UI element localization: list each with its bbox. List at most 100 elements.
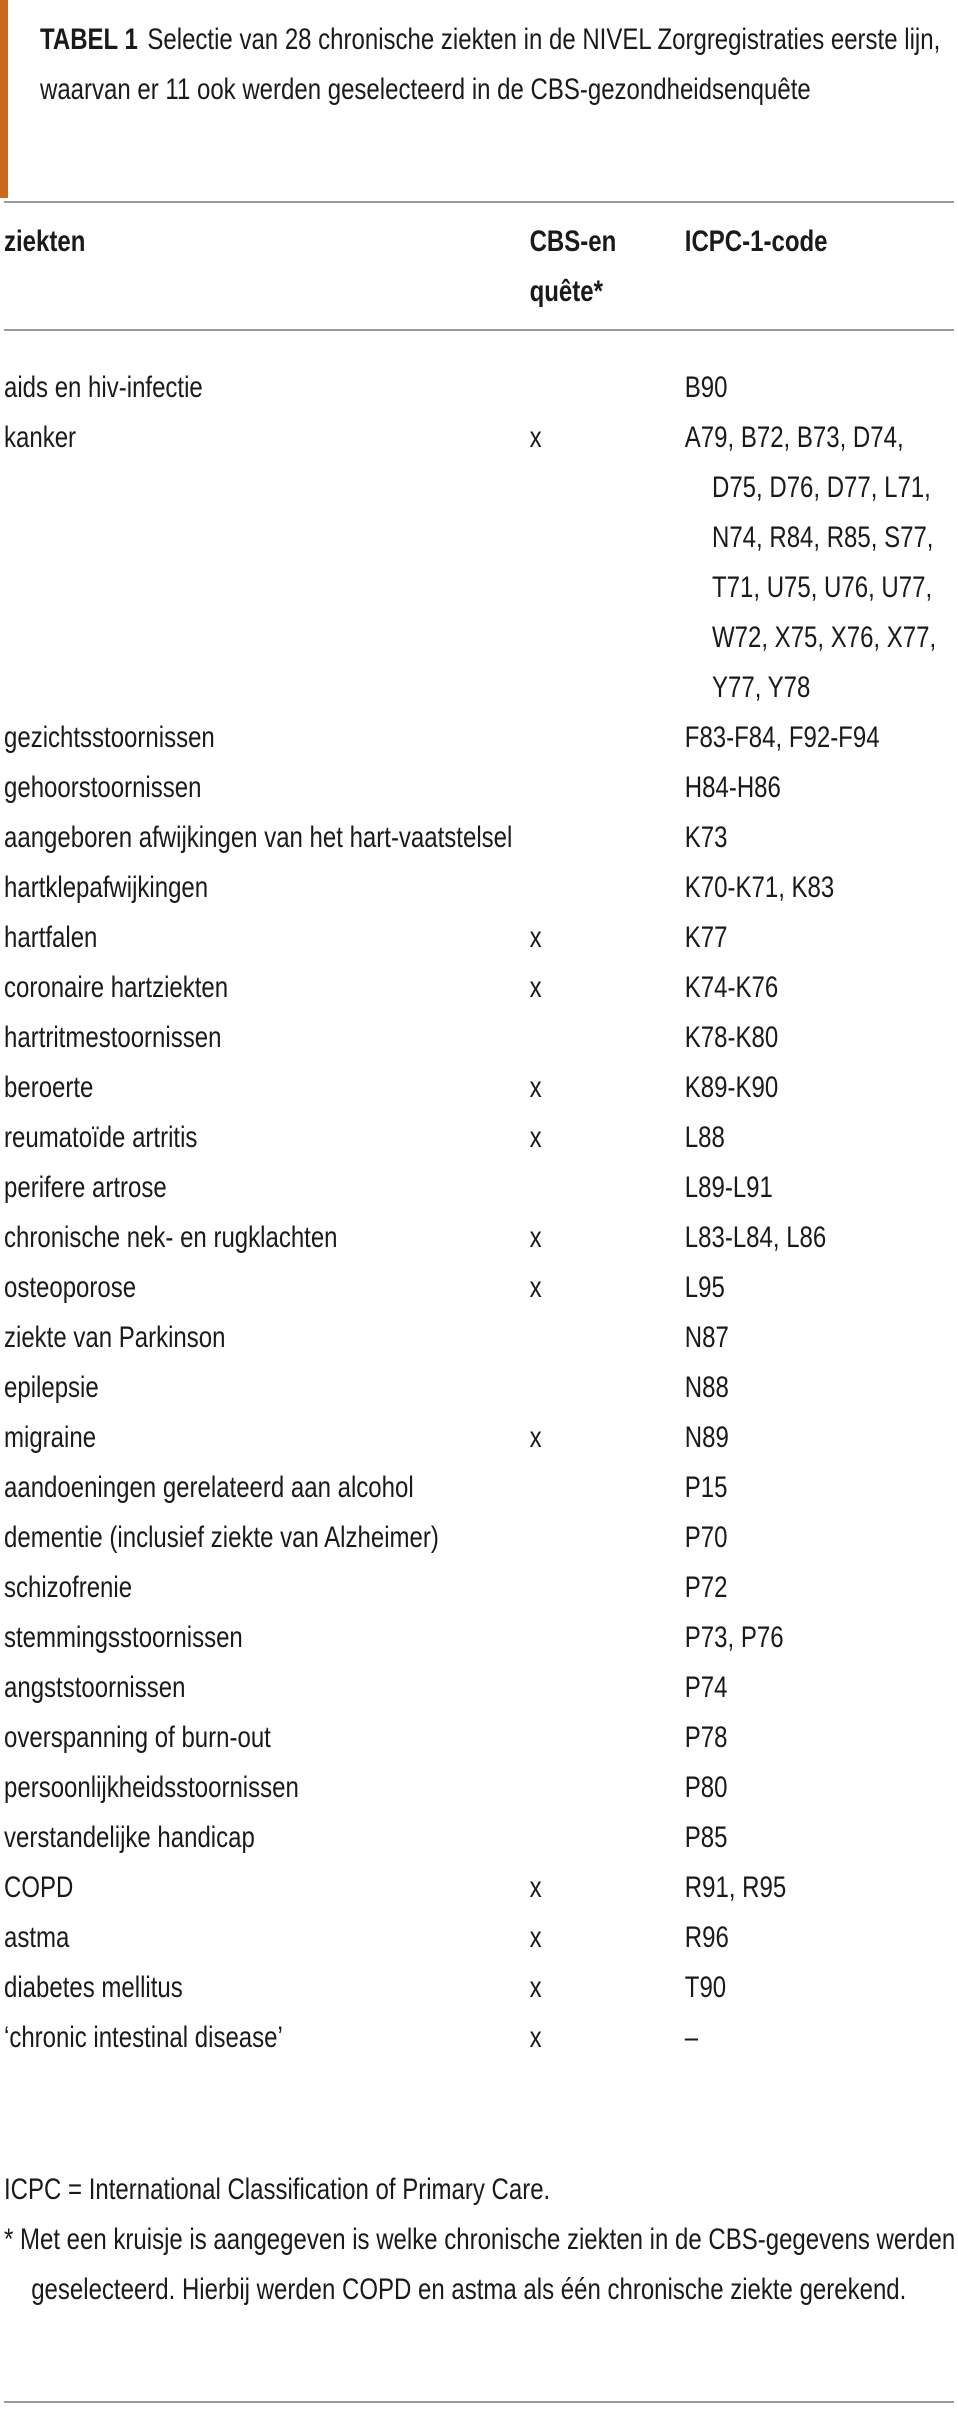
icpc-codes: L89-L91 bbox=[685, 1163, 956, 1213]
icpc-codes: K77 bbox=[685, 913, 956, 963]
cbs-mark: x bbox=[529, 1421, 542, 1454]
disease-name: verstandelijke handicap bbox=[4, 1821, 255, 1854]
disease-name: astma bbox=[4, 1921, 70, 1954]
disease-name: aandoeningen gerelateerd aan alcohol bbox=[4, 1471, 414, 1504]
icpc-code-line: K78-K80 bbox=[684, 1021, 779, 1054]
icpc-code-line: Y77, Y78 bbox=[712, 671, 811, 704]
table-label: TABEL 1 bbox=[40, 23, 138, 56]
disease-name: ‘chronic intestinal disease’ bbox=[4, 2021, 283, 2054]
icpc-code-line: L83-L84, L86 bbox=[684, 1221, 827, 1254]
disease-name: aangeboren afwijkingen van het hart-vaat… bbox=[4, 821, 513, 854]
icpc-codes: K78-K80 bbox=[685, 1013, 956, 1063]
icpc-codes: K74-K76 bbox=[685, 963, 956, 1013]
disease-name: perifere artrose bbox=[4, 1171, 167, 1204]
table-row: kanker x A79, B72, B73, D74, D75, D76, D77,… bbox=[4, 413, 956, 713]
cbs-mark bbox=[530, 1613, 685, 1663]
cbs-mark bbox=[530, 1763, 685, 1813]
icpc-code-line: – bbox=[684, 2021, 699, 2054]
icpc-code-line: R96 bbox=[684, 1921, 729, 1954]
icpc-codes: L88 bbox=[685, 1113, 956, 1163]
icpc-code-line: D75, D76, D77, L71, bbox=[712, 471, 931, 504]
table-row: reumatoïde artritis x L88 bbox=[4, 1113, 956, 1163]
disease-name: gehoorstoornissen bbox=[4, 771, 202, 804]
disease-name: stemmingsstoornissen bbox=[4, 1621, 243, 1654]
caption-text: Selectie van 28 chronische ziekten in de… bbox=[40, 23, 941, 106]
icpc-codes: P78 bbox=[685, 1713, 956, 1763]
icpc-codes: A79, B72, B73, D74, D75, D76, D77, L71, N7… bbox=[685, 413, 956, 713]
disease-name: overspanning of burn-out bbox=[4, 1721, 271, 1754]
table-row: dementie (inclusief ziekte van Alzheimer… bbox=[4, 1513, 956, 1563]
header-rule bbox=[4, 329, 954, 331]
cbs-mark: x bbox=[529, 1871, 542, 1904]
icpc-code-line: N87 bbox=[684, 1321, 729, 1354]
table-row: overspanning of burn-out P78 bbox=[4, 1713, 956, 1763]
table-row: hartritmestoornissen K78-K80 bbox=[4, 1013, 956, 1063]
table-notes: ICPC = International Classification of P… bbox=[4, 2165, 958, 2315]
icpc-codes: N88 bbox=[685, 1363, 956, 1413]
icpc-codes: K70-K71, K83 bbox=[685, 863, 956, 913]
table-row: verstandelijke handicap P85 bbox=[4, 1813, 956, 1863]
cbs-mark bbox=[530, 863, 685, 913]
top-rule bbox=[4, 201, 954, 203]
icpc-code-line: P70 bbox=[684, 1521, 728, 1554]
cbs-mark bbox=[530, 1013, 685, 1063]
cbs-mark: x bbox=[529, 421, 542, 454]
icpc-codes: K89-K90 bbox=[685, 1063, 956, 1113]
icpc-codes: N89 bbox=[685, 1413, 956, 1463]
icpc-code-line: P72 bbox=[684, 1571, 728, 1604]
icpc-code-line: K74-K76 bbox=[684, 971, 779, 1004]
table-row: schizofrenie P72 bbox=[4, 1563, 956, 1613]
icpc-code-line: N88 bbox=[684, 1371, 729, 1404]
disease-name: hartfalen bbox=[4, 921, 98, 954]
disease-name: schizofrenie bbox=[4, 1571, 133, 1604]
icpc-codes: F83-F84, F92-F94 bbox=[685, 713, 956, 763]
header-cbs: CBS-enquête* bbox=[529, 225, 617, 308]
icpc-codes: P73, P76 bbox=[685, 1613, 956, 1663]
table-row: stemmingsstoornissen P73, P76 bbox=[4, 1613, 956, 1663]
table-caption: TABEL 1 Selectie van 28 chronische ziekte… bbox=[40, 15, 952, 115]
table-row: gezichtsstoornissen F83-F84, F92-F94 bbox=[4, 713, 956, 763]
disease-name: epilepsie bbox=[4, 1371, 99, 1404]
table-row: COPD x R91, R95 bbox=[4, 1863, 956, 1913]
icpc-code-line: K89-K90 bbox=[684, 1071, 779, 1104]
icpc-code-line: B90 bbox=[684, 371, 728, 404]
disease-name: migraine bbox=[4, 1421, 97, 1454]
cbs-mark bbox=[530, 1163, 685, 1213]
disease-name: dementie (inclusief ziekte van Alzheimer… bbox=[4, 1521, 439, 1554]
cbs-mark bbox=[530, 1363, 685, 1413]
disease-name: hartklepafwijkingen bbox=[4, 871, 209, 904]
disease-name: kanker bbox=[4, 421, 77, 454]
icpc-codes: R96 bbox=[685, 1913, 956, 1963]
table-row: hartfalen x K77 bbox=[4, 913, 956, 963]
table-row: persoonlijkheidsstoornissen P80 bbox=[4, 1763, 956, 1813]
footnote: * Met een kruisje is aangegeven is welke… bbox=[4, 2223, 956, 2306]
icpc-code-line: R91, R95 bbox=[684, 1871, 787, 1904]
table-row: diabetes mellitus x T90 bbox=[4, 1963, 956, 2013]
cbs-mark bbox=[530, 763, 685, 813]
icpc-code-line: L88 bbox=[684, 1121, 725, 1154]
icpc-code-line: W72, X75, X76, X77, bbox=[712, 621, 937, 654]
icpc-code-line: N89 bbox=[684, 1421, 729, 1454]
icpc-codes: P80 bbox=[685, 1763, 956, 1813]
cbs-mark bbox=[530, 1513, 685, 1563]
icpc-code-line: P15 bbox=[684, 1471, 728, 1504]
cbs-mark bbox=[530, 1713, 685, 1763]
cbs-mark bbox=[530, 713, 685, 763]
disease-name: reumatoïde artritis bbox=[4, 1121, 198, 1154]
cbs-mark bbox=[530, 1563, 685, 1613]
icpc-code-line: P74 bbox=[684, 1671, 728, 1704]
table-row: aandoeningen gerelateerd aan alcohol P15 bbox=[4, 1463, 956, 1513]
header-disease: ziekten bbox=[4, 225, 86, 258]
cbs-mark: x bbox=[529, 1221, 542, 1254]
icpc-code-line: P80 bbox=[684, 1771, 728, 1804]
cbs-mark bbox=[530, 813, 685, 863]
icpc-codes: P74 bbox=[685, 1663, 956, 1713]
table-row: coronaire hartziekten x K74-K76 bbox=[4, 963, 956, 1013]
disease-name: diabetes mellitus bbox=[4, 1971, 183, 2004]
icpc-codes: L83-L84, L86 bbox=[685, 1213, 956, 1263]
icpc-code-line: N74, R84, R85, S77, bbox=[712, 521, 934, 554]
icpc-codes: P72 bbox=[685, 1563, 956, 1613]
table-row: ziekte van Parkinson N87 bbox=[4, 1313, 956, 1363]
cbs-mark bbox=[530, 363, 685, 413]
disease-name: beroerte bbox=[4, 1071, 94, 1104]
